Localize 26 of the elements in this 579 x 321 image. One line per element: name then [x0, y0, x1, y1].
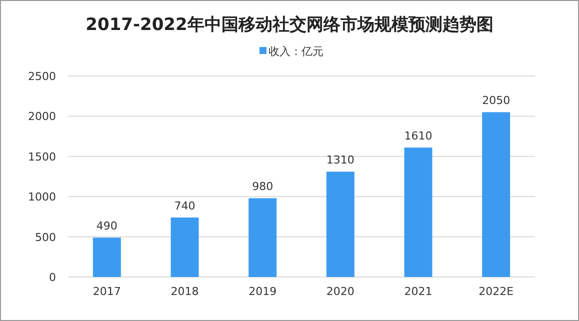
x-tick-label: 2021 [404, 285, 432, 298]
y-tick-label: 0 [49, 271, 56, 284]
data-label: 740 [174, 200, 196, 213]
data-label: 490 [96, 220, 118, 233]
bar [170, 218, 199, 277]
data-label: 980 [252, 180, 274, 194]
y-tick-label: 2000 [28, 110, 56, 124]
chart-title: 2017-2022年中国移动社交网络市场规模预测趋势图 [86, 15, 494, 35]
y-tick-label: 1000 [28, 190, 56, 204]
data-label: 1610 [404, 130, 432, 143]
x-tick-label: 2017 [92, 285, 121, 298]
legend-label: 收入：亿元 [268, 45, 324, 58]
bar [326, 172, 354, 277]
y-tick-label: 500 [35, 230, 56, 244]
data-label: 2050 [482, 94, 510, 108]
x-tick-label: 2020 [326, 285, 354, 298]
bar [404, 148, 432, 277]
bar [92, 238, 121, 277]
x-tick-label: 2019 [248, 285, 277, 298]
data-label: 1310 [326, 154, 354, 167]
bar [482, 112, 510, 277]
x-tick-label: 2018 [170, 285, 199, 298]
bar [248, 198, 277, 277]
y-tick-label: 1500 [28, 150, 56, 164]
x-tick-label: 2022E [478, 285, 514, 298]
y-tick-label: 2500 [28, 70, 56, 83]
